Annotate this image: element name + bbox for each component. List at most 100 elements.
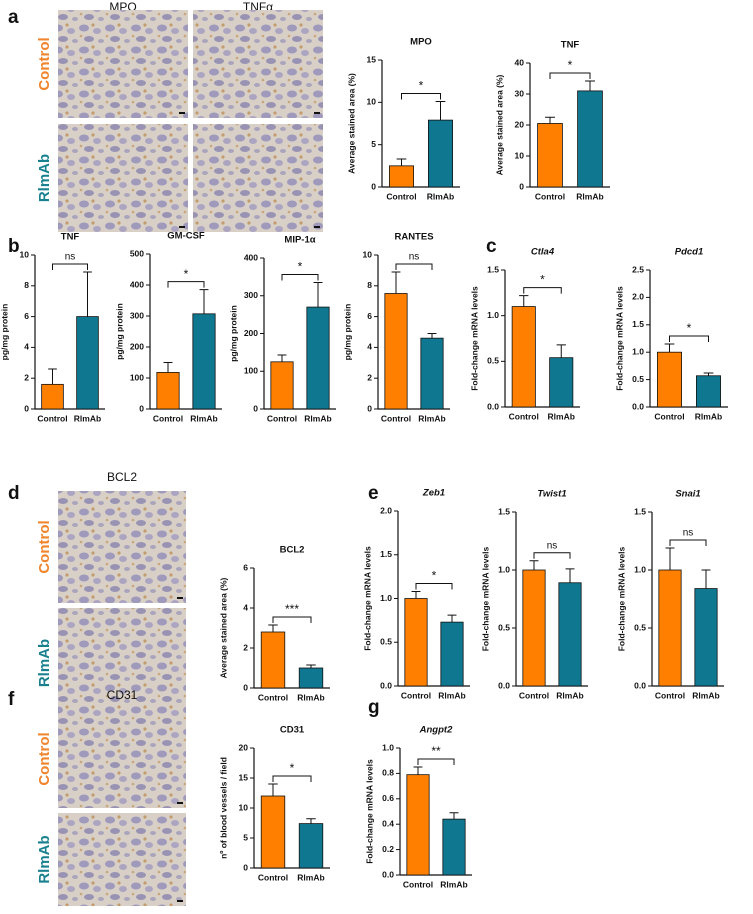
y-tick-label: 100 (130, 372, 144, 382)
bar (694, 588, 718, 687)
bar (428, 119, 453, 188)
row-label: Control (36, 520, 53, 573)
x-tick-label: RlmAb (418, 413, 445, 423)
bar (558, 582, 582, 687)
bar (406, 774, 430, 876)
chart-title: RANTES (394, 232, 433, 243)
bar (41, 383, 64, 410)
y-tick-label: 400 (244, 252, 258, 262)
y-tick-label: 0.0 (487, 401, 499, 411)
y-tick-label: 1.0 (487, 310, 499, 320)
y-tick-label: 10 (20, 249, 30, 259)
y-tick-label: 2 (243, 642, 248, 652)
bar (537, 123, 563, 188)
y-tick-label: 4 (243, 602, 248, 612)
significance-bracket (52, 263, 88, 270)
y-tick-label: 2 (367, 372, 372, 382)
micrograph (58, 124, 188, 232)
y-axis-label: Fold-change mRNA levels (469, 286, 479, 391)
error-bar (664, 343, 675, 353)
panel-letter: a (8, 7, 19, 28)
panel-letter: g (368, 697, 380, 718)
y-tick-label: 200 (130, 341, 144, 351)
significance-label: *** (285, 602, 299, 616)
scale-bar (177, 597, 183, 599)
x-tick-label: RlmAb (438, 690, 465, 700)
bar (404, 598, 428, 687)
significance-bracket (669, 335, 709, 342)
y-axis-label: Fold-change mRNA levels (614, 286, 624, 391)
bar (270, 361, 294, 410)
significance-label: ns (65, 252, 76, 263)
significance-bracket (395, 263, 433, 270)
significance-bracket (533, 552, 571, 559)
scale-bar (177, 900, 183, 902)
bar (549, 357, 574, 408)
error-bar (313, 282, 323, 308)
x-tick-label: Control (386, 191, 416, 201)
bar (76, 316, 99, 410)
significance-label: * (687, 321, 692, 335)
x-tick-label: RlmAb (695, 411, 722, 421)
significance-label: * (290, 761, 295, 775)
y-tick-label: 15 (239, 772, 249, 782)
y-tick-label: 0.5 (632, 374, 644, 384)
chart-title: Ctla4 (531, 247, 555, 258)
x-tick-label: RlmAb (304, 413, 331, 423)
y-tick-label: 0 (243, 682, 248, 692)
error-bar (413, 766, 423, 775)
y-tick-label: 1.0 (632, 346, 644, 356)
error-bar (411, 591, 421, 599)
micrograph (58, 813, 186, 906)
error-bar (83, 271, 92, 317)
bar (440, 621, 464, 687)
significance-bracket (417, 758, 455, 766)
error-bar (565, 568, 575, 583)
y-tick-label: 0.0 (634, 680, 646, 690)
x-tick-label: Control (267, 413, 297, 423)
y-tick-label: 0 (371, 181, 376, 191)
significance-bracket (272, 616, 312, 623)
significance-label: * (568, 58, 573, 72)
bar (658, 569, 682, 687)
bar (156, 372, 180, 410)
y-axis-label: pg/mg protein (228, 305, 238, 362)
y-tick-label: 0.5 (487, 356, 499, 366)
error-bar (277, 354, 287, 362)
y-tick-label: 0.4 (382, 818, 394, 828)
y-axis-label: Fold-change mRNA levels (364, 759, 374, 864)
y-tick-label: 1.0 (380, 593, 392, 603)
x-tick-label: RlmAb (74, 413, 101, 423)
error-bar (447, 614, 457, 623)
bar (389, 165, 414, 188)
error-bar (306, 818, 316, 824)
y-tick-label: 6 (367, 311, 372, 321)
significance-label: * (540, 273, 545, 287)
bar (384, 293, 408, 410)
y-axis-label: Average stained area (%) (494, 74, 504, 175)
error-bar (529, 560, 539, 570)
scale-bar (179, 112, 185, 114)
chart-title: TNF (61, 232, 80, 243)
bar (298, 823, 324, 869)
micrograph (193, 10, 323, 118)
y-tick-label: 0.5 (634, 622, 646, 632)
y-tick-label: 5 (243, 832, 248, 842)
x-tick-label: Control (37, 413, 67, 423)
micrograph (193, 124, 323, 232)
y-axis-label: Fold-change mRNA levels (480, 546, 490, 651)
y-tick-label: 30 (515, 88, 525, 98)
image-header: BCL2 (107, 470, 137, 484)
significance-bracket (401, 92, 441, 100)
x-tick-label: RlmAb (427, 191, 454, 201)
x-tick-label: Control (258, 872, 288, 882)
significance-label: ns (409, 252, 420, 263)
y-tick-label: 0.0 (498, 680, 510, 690)
x-tick-label: RlmAb (440, 879, 467, 889)
y-tick-label: 0 (139, 403, 144, 413)
chart-title: CD31 (280, 725, 305, 736)
y-tick-label: 15 (367, 54, 377, 64)
x-tick-label: Control (655, 690, 685, 700)
x-tick-label: RlmAb (556, 690, 583, 700)
